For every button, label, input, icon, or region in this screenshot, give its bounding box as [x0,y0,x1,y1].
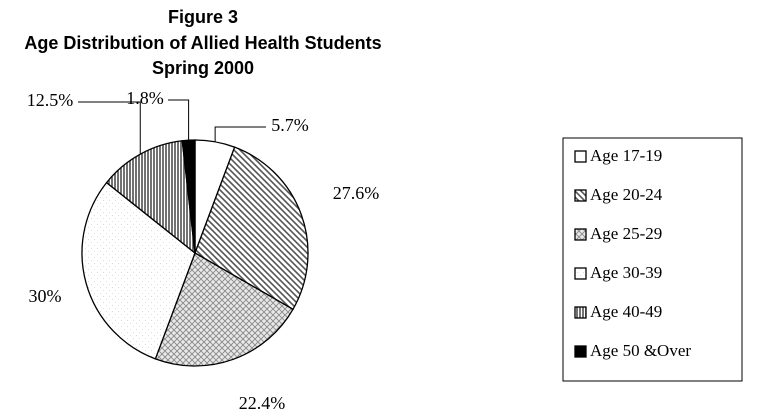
chart-subtitle: Spring 2000 [152,58,254,78]
pie-slice [105,140,196,255]
legend-box [562,137,743,382]
pie-slice [181,139,196,254]
pie-slice [81,181,196,360]
legend-label: Age 20-24 [590,185,663,204]
chart-title: Figure 3 [168,7,238,27]
legend-label: Age 17-19 [590,146,662,165]
data-label: 5.7% [271,115,309,135]
legend-swatch [574,306,587,319]
leader-line [78,101,141,155]
pie-slice [154,252,294,367]
legend-swatch [574,228,587,241]
legend-label: Age 40-49 [590,302,662,321]
legend-label: Age 30-39 [590,263,662,282]
chart-subtitle: Age Distribution of Allied Health Studen… [24,33,381,53]
legend-swatch [574,345,587,358]
data-label: 22.4% [239,393,286,413]
data-label: 30% [29,286,62,306]
legend-label: Age 50 &Over [590,341,691,360]
leader-line [214,126,266,142]
legend-label: Age 25-29 [590,224,662,243]
legend-swatch [574,267,587,280]
legend-swatch [574,150,587,163]
data-label: 27.6% [333,183,380,203]
legend-swatch [574,189,587,202]
leader-line [168,99,190,141]
data-label: 1.8% [126,88,164,108]
data-label: 12.5% [27,90,74,110]
